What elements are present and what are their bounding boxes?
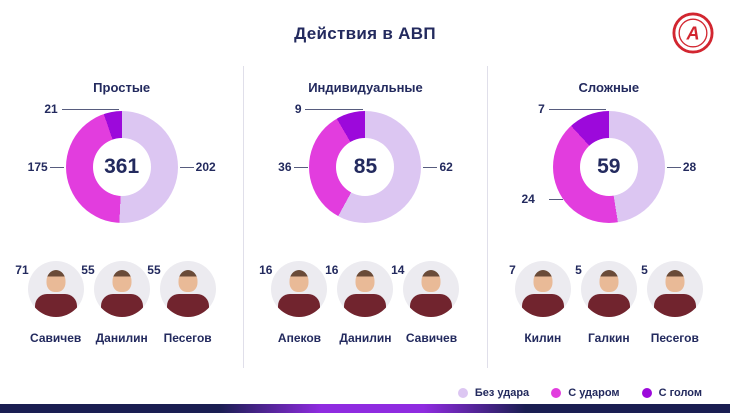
legend: Без удара С ударом С голом <box>457 387 702 399</box>
chart-columns: Простые 21 175 202 361 71 Савичев <box>0 66 730 368</box>
player-card: 16 Данилин <box>325 261 397 345</box>
player-name: Савичев <box>30 331 82 345</box>
section-title: Простые <box>93 80 151 95</box>
segment-label-goal: 9 <box>294 102 302 116</box>
legend-item-goal: С голом <box>641 387 702 399</box>
player-value: 5 <box>641 263 648 277</box>
player-avatar <box>580 261 637 317</box>
club-logo-icon: A <box>672 12 714 54</box>
donut-chart-area: 9 36 62 85 <box>244 97 486 257</box>
segment-label-shot: 175 <box>27 160 48 174</box>
player-card: 71 Савичев <box>15 261 88 345</box>
club-logo-letter: A <box>685 24 699 44</box>
donut-total: 85 <box>353 155 378 178</box>
section-simple: Простые 21 175 202 361 71 Савичев <box>0 66 243 368</box>
player-card: 55 Песегов <box>147 261 220 345</box>
section-individual: Индивидуальные 9 36 62 85 16 Апеков <box>243 66 486 368</box>
leader-line <box>423 167 438 168</box>
segment-label-no-shot: 28 <box>682 160 697 174</box>
leader-line <box>179 167 194 168</box>
legend-dot-no-shot <box>457 388 468 398</box>
leader-line <box>49 167 64 168</box>
player-value: 7 <box>509 263 516 277</box>
player-value: 55 <box>81 263 95 277</box>
legend-label: Без удара <box>474 387 530 399</box>
player-card: 5 Галкин <box>575 261 641 345</box>
player-avatar <box>514 261 571 317</box>
player-card: 55 Данилин <box>81 261 154 345</box>
player-avatar <box>93 261 150 317</box>
club-logo: A <box>672 12 714 54</box>
player-card: 16 Апеков <box>259 261 331 345</box>
donut-chart-area: 7 24 28 59 <box>488 97 730 257</box>
donut-chart-complex: 59 <box>552 111 665 223</box>
segment-label-shot: 24 <box>521 192 535 206</box>
leader-line <box>548 199 563 200</box>
player-avatar <box>27 261 84 317</box>
segment-label-shot: 36 <box>278 160 292 174</box>
legend-label: С голом <box>658 387 702 399</box>
player-value: 16 <box>259 263 273 277</box>
player-card: 7 Килин <box>509 261 575 345</box>
player-name: Песегов <box>650 331 699 345</box>
section-complex: Сложные 7 24 28 59 7 Килин 5 <box>486 66 730 368</box>
player-card: 14 Савичев <box>391 261 463 345</box>
segment-label-no-shot: 62 <box>439 160 453 174</box>
players-row: 7 Килин 5 Галкин 5 Песегов <box>488 261 730 345</box>
players-row: 16 Апеков 16 Данилин 14 Савичев <box>244 261 486 345</box>
legend-item-shot: С ударом <box>551 387 620 399</box>
player-value: 16 <box>325 263 339 277</box>
player-value: 5 <box>575 263 582 277</box>
players-row: 71 Савичев 55 Данилин 55 Песегов <box>0 261 243 345</box>
player-name: Килин <box>524 331 562 345</box>
player-value: 55 <box>147 263 161 277</box>
donut-chart-simple: 361 <box>65 111 178 223</box>
player-value: 14 <box>391 263 405 277</box>
legend-label: С ударом <box>568 387 620 399</box>
brand-bottom-bar <box>0 404 730 413</box>
segment-label-no-shot: 202 <box>195 160 216 174</box>
player-value: 71 <box>15 263 29 277</box>
segment-label-goal: 21 <box>44 102 58 116</box>
player-avatar <box>271 261 328 317</box>
player-name: Данилин <box>339 331 392 345</box>
segment-label-goal: 7 <box>538 102 545 116</box>
leader-line <box>548 109 606 110</box>
leader-line <box>293 167 308 168</box>
player-avatar <box>159 261 216 317</box>
player-name: Песегов <box>163 331 212 345</box>
leader-line <box>666 167 681 168</box>
donut-chart-individual: 85 <box>309 111 422 223</box>
page-title: Действия в АВП <box>294 24 436 43</box>
player-card: 5 Песегов <box>641 261 707 345</box>
player-name: Савичев <box>405 331 458 345</box>
player-avatar <box>646 261 703 317</box>
player-avatar <box>403 261 460 317</box>
leader-line <box>305 109 363 110</box>
legend-dot-goal <box>641 388 652 398</box>
player-name: Галкин <box>588 331 630 345</box>
section-title: Индивидуальные <box>308 80 423 95</box>
player-avatar <box>337 261 394 317</box>
player-name: Данилин <box>95 331 148 345</box>
leader-line <box>61 109 119 110</box>
donut-total: 361 <box>104 155 140 178</box>
donut-chart-area: 21 175 202 361 <box>0 97 243 257</box>
legend-dot-shot <box>551 388 562 398</box>
player-name: Апеков <box>277 331 322 345</box>
section-title: Сложные <box>578 80 640 95</box>
donut-total: 59 <box>597 155 621 178</box>
legend-item-no-shot: Без удара <box>457 387 530 399</box>
